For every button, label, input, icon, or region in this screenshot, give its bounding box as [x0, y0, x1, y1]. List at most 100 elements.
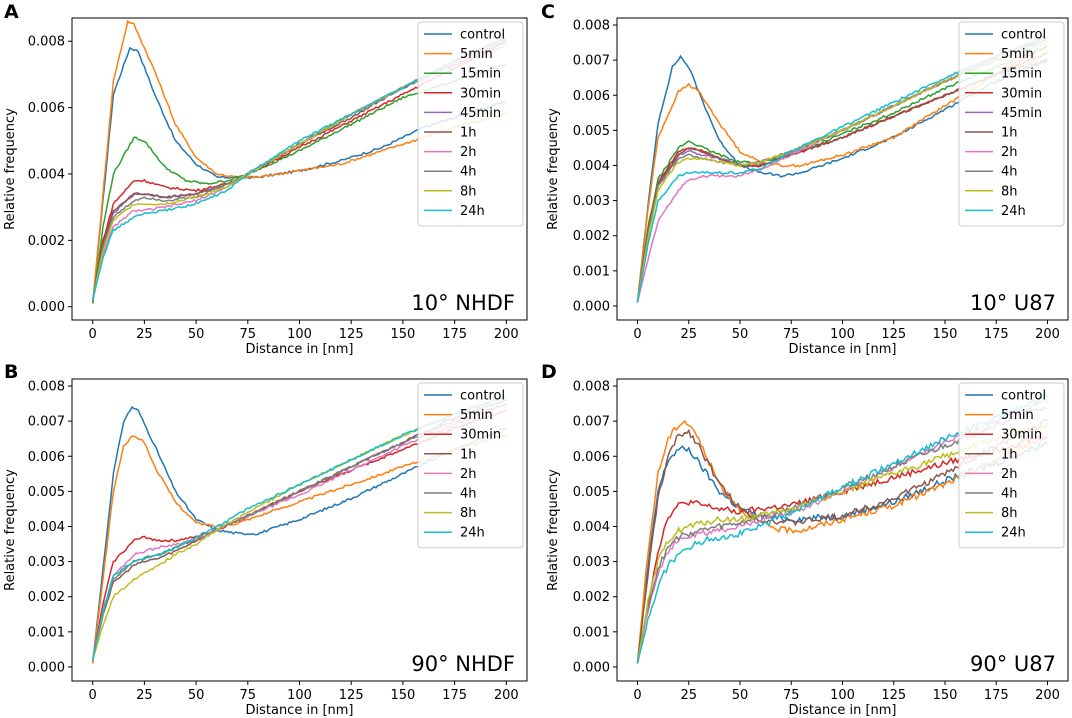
y-tick-label: 0.004	[28, 520, 65, 535]
y-tick-label: 0.006	[573, 89, 610, 104]
x-axis-label: Distance in [nm]	[788, 703, 896, 718]
y-tick-label: 0.008	[573, 380, 610, 395]
legend-label: 24h	[1001, 526, 1026, 541]
y-tick-label: 0.001	[573, 625, 610, 640]
legend: control 5min 30min 1h 2h 4h 8h 24h	[958, 382, 1065, 549]
panel-annotation: 90° U87	[970, 652, 1056, 676]
x-tick-label: 100	[287, 327, 312, 342]
y-tick-label: 0.004	[28, 167, 65, 182]
legend-label: 15min	[1001, 67, 1042, 82]
x-tick-label: 150	[933, 327, 958, 342]
x-tick-label: 50	[188, 327, 205, 342]
x-axis-label: Distance in [nm]	[245, 703, 353, 718]
x-tick-label: 100	[287, 688, 312, 703]
y-tick-label: 0.003	[573, 555, 610, 570]
legend-label: control	[460, 28, 505, 43]
x-tick-label: 50	[188, 688, 205, 703]
x-tick-label: 25	[680, 688, 697, 703]
y-tick-label: 0.000	[28, 300, 65, 315]
legend-label: 5min	[460, 408, 493, 423]
x-tick-label: 125	[881, 688, 906, 703]
x-tick-label: 75	[240, 688, 257, 703]
y-axis-label: Relative frequency	[3, 108, 18, 230]
legend-label: 30min	[460, 428, 501, 443]
legend-label: 45min	[460, 106, 501, 121]
legend-label: 8h	[460, 506, 477, 521]
legend-label: 24h	[460, 526, 485, 541]
y-tick-label: 0.008	[28, 380, 65, 395]
y-tick-label: 0.003	[573, 194, 610, 209]
x-tick-label: 200	[494, 327, 519, 342]
legend-label: 5min	[1001, 47, 1034, 62]
legend: control 5min 15min 30min 45min 1h 2h 4h 8h 24h	[417, 21, 524, 227]
legend: control 5min 15min 30min 45min 1h 2h 4h 8h 24h	[958, 21, 1065, 227]
x-tick-label: 0	[633, 688, 641, 703]
legend-label: 1h	[1001, 447, 1018, 462]
y-tick-label: 0.002	[573, 229, 610, 244]
y-tick-label: 0.006	[573, 450, 610, 465]
legend-label: 4h	[460, 487, 477, 502]
panel-annotation: 90° NHDF	[411, 652, 515, 676]
legend-label: 30min	[1001, 428, 1042, 443]
y-tick-label: 0.004	[573, 159, 610, 174]
x-tick-label: 25	[136, 688, 153, 703]
y-tick-label: 0.005	[573, 485, 610, 500]
legend-label: 4h	[1001, 487, 1018, 502]
legend-label: 1h	[1001, 126, 1018, 141]
legend-box	[958, 382, 1065, 549]
legend-label: 4h	[1001, 165, 1018, 180]
y-tick-label: 0.007	[573, 54, 610, 69]
y-tick-label: 0.001	[573, 264, 610, 279]
x-tick-label: 125	[339, 327, 364, 342]
x-tick-label: 200	[1035, 688, 1060, 703]
y-tick-label: 0.000	[573, 660, 610, 675]
legend-label: 8h	[1001, 506, 1018, 521]
legend-label: control	[1001, 389, 1046, 404]
x-tick-label: 125	[339, 688, 364, 703]
y-tick-label: 0.007	[28, 415, 65, 430]
x-tick-label: 75	[783, 688, 800, 703]
x-tick-label: 75	[240, 327, 257, 342]
y-tick-label: 0.006	[28, 450, 65, 465]
legend-box	[417, 382, 524, 549]
legend-label: 1h	[460, 126, 477, 141]
y-tick-label: 0.006	[28, 101, 65, 116]
legend-label: 15min	[460, 67, 501, 82]
y-tick-label: 0.000	[28, 660, 65, 675]
legend: control 5min 30min 1h 2h 4h 8h 24h	[417, 382, 524, 549]
panel-a: 0 25 50 75 100 125 150 175 200 0.000 0.002 0.004 0.0…	[3, 1, 528, 357]
y-tick-label: 0.001	[28, 625, 65, 640]
y-tick-label: 0.007	[573, 415, 610, 430]
legend-label: 4h	[460, 165, 477, 180]
y-tick-label: 0.002	[28, 590, 65, 605]
panel-c: 0 25 50 75 100 125 150 175 200 0.000 0.001 0.002 0.0…	[541, 1, 1069, 357]
y-tick-label: 0.008	[28, 35, 65, 50]
y-axis-label: Relative frequency	[546, 469, 561, 591]
panel-annotation: 10° U87	[970, 291, 1056, 315]
y-tick-label: 0.003	[28, 555, 65, 570]
x-tick-label: 25	[136, 327, 153, 342]
legend-label: 2h	[460, 467, 477, 482]
y-tick-label: 0.005	[573, 124, 610, 139]
x-axis-label: Distance in [nm]	[245, 342, 353, 357]
x-tick-label: 75	[783, 327, 800, 342]
x-tick-label: 150	[390, 688, 415, 703]
legend-label: 8h	[1001, 184, 1018, 199]
x-tick-label: 25	[680, 327, 697, 342]
y-tick-label: 0.002	[28, 234, 65, 249]
panel-letter: D	[541, 361, 557, 383]
x-tick-label: 200	[494, 688, 519, 703]
legend-label: 24h	[460, 204, 485, 219]
legend-label: 8h	[460, 184, 477, 199]
x-tick-label: 0	[633, 327, 641, 342]
panel-letter: C	[541, 1, 555, 23]
panel-letter: B	[4, 361, 18, 383]
legend-label: control	[460, 389, 505, 404]
x-tick-label: 125	[881, 327, 906, 342]
legend-label: 2h	[1001, 145, 1018, 160]
x-tick-label: 175	[442, 688, 467, 703]
y-tick-label: 0.005	[28, 485, 65, 500]
legend-label: 24h	[1001, 204, 1026, 219]
y-tick-label: 0.002	[573, 590, 610, 605]
